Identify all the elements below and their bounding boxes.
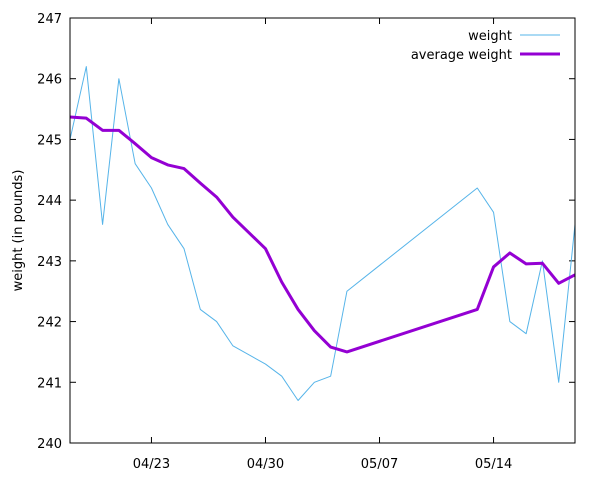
x-tick-label: 04/30	[247, 457, 284, 472]
y-tick-label: 247	[37, 12, 62, 27]
y-axis-label: weight (in pounds)	[11, 170, 26, 292]
y-tick-label: 240	[37, 437, 62, 452]
y-tick-label: 245	[37, 133, 62, 148]
legend: weight average weight	[411, 29, 560, 63]
y-tick-label: 242	[37, 316, 62, 331]
legend-label-weight: weight	[468, 29, 512, 44]
x-tick-label: 05/14	[475, 457, 512, 472]
x-tick-label: 05/07	[361, 457, 398, 472]
legend-label-average-weight: average weight	[411, 48, 512, 63]
data-series	[69, 66, 576, 401]
y-tick-label: 241	[37, 376, 62, 391]
y-tick-label: 243	[37, 255, 62, 270]
plot-frame	[69, 17, 576, 444]
y-tick-label: 244	[37, 194, 62, 209]
series-line-weight	[69, 66, 576, 401]
series-line-average-weight	[69, 115, 576, 354]
x-tick-label: 04/23	[133, 457, 170, 472]
y-tick-label: 246	[37, 73, 62, 88]
axis-ticks: 240 241 242 243 244 245 246 247 04/23 04/30 05/07 0…	[37, 12, 575, 472]
